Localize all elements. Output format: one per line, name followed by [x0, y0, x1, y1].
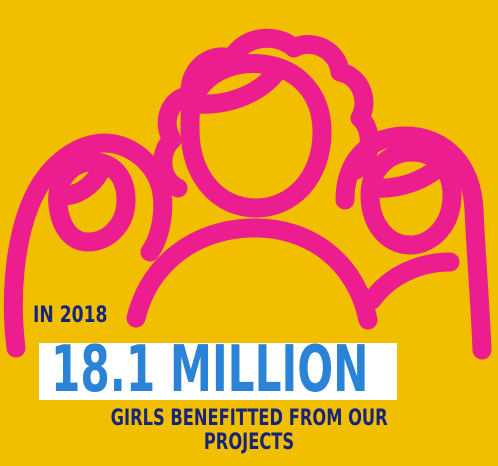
- right-girl-fringe-icon: [362, 156, 450, 198]
- stat-caption-line-2: PROJECTS: [203, 430, 295, 455]
- stat-value: 18.1 MILLION: [51, 333, 369, 407]
- left-girl-face-icon: [48, 152, 136, 252]
- center-girl-body-icon: [126, 218, 378, 330]
- year-label: IN 2018: [33, 303, 108, 328]
- stat-caption: GIRLS BENEFITTED FROM OUR PROJECTS: [0, 407, 498, 455]
- right-girl-hair-icon: [335, 126, 492, 360]
- right-girl-face-icon: [360, 142, 462, 255]
- left-girl-hair-icon: [3, 133, 173, 358]
- center-girl-fringe-icon: [186, 60, 288, 114]
- left-girl-fringe-icon: [52, 162, 110, 206]
- stat-highlight-box: [39, 343, 397, 400]
- stat-caption-line-1: GIRLS BENEFITTED FROM OUR: [110, 406, 388, 431]
- right-girl-shoulder-icon: [362, 252, 460, 310]
- center-girl-face-icon: [180, 54, 332, 218]
- center-girl-hair-icon: [153, 28, 379, 198]
